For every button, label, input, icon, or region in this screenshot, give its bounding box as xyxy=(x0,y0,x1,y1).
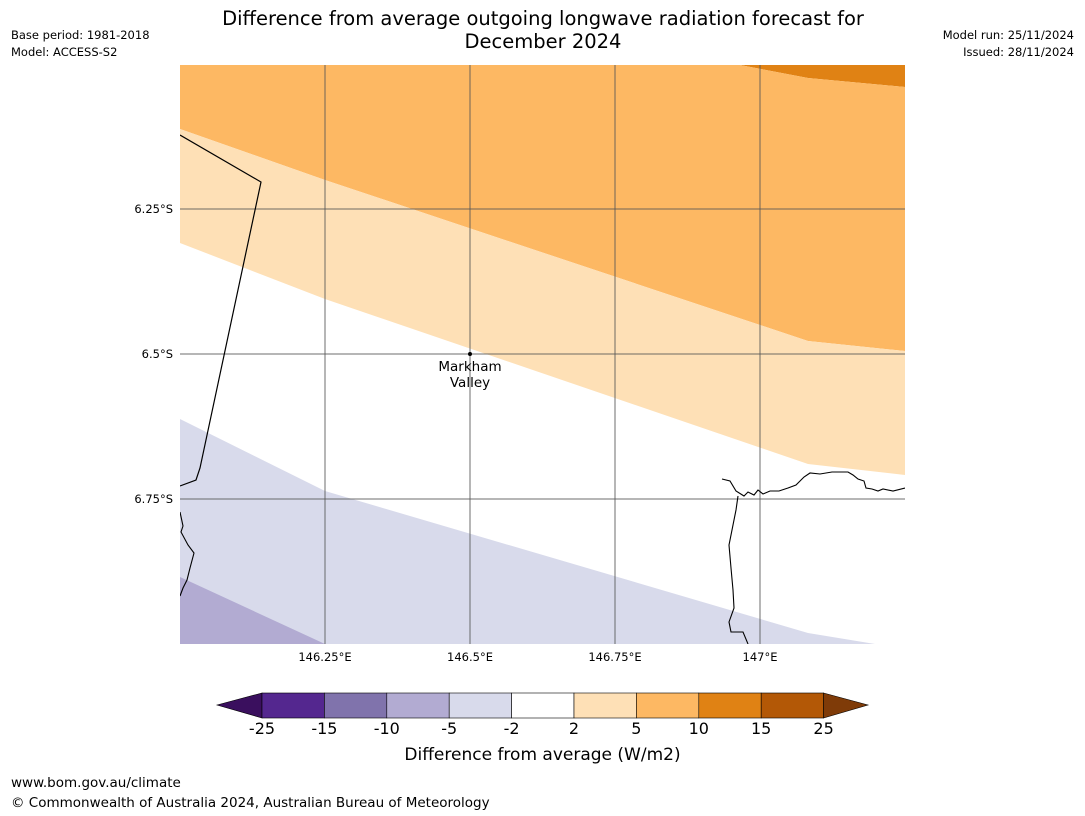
model-run-text: Model run: 25/11/2024 xyxy=(942,28,1074,42)
colorbar-segment-plus-15 xyxy=(760,692,824,719)
map-panel xyxy=(180,65,905,644)
colorbar-tick: -15 xyxy=(311,719,338,738)
colorbar-tick: 25 xyxy=(813,719,834,738)
lat-label-6-25: 6.25°S xyxy=(134,202,173,216)
colorbar-tick: -5 xyxy=(441,719,458,738)
colorbar-tick: 15 xyxy=(751,719,772,738)
colorbar-segment-minus-2 xyxy=(511,692,575,719)
model-text: Model: ACCESS-S2 xyxy=(11,44,118,59)
region-plus-2-5 xyxy=(180,129,905,475)
colorbar-segment-minus-10 xyxy=(386,692,450,719)
header-right: Model run: 25/11/2024 Issued: 28/11/2024 xyxy=(943,27,1074,60)
markham-valley-marker xyxy=(468,352,472,356)
colorbar-segment-plus-10 xyxy=(698,692,762,719)
title-line-1: Difference from average outgoing longwav… xyxy=(222,7,864,30)
colorbar-tick: 5 xyxy=(631,719,642,738)
colorbar-extend-high xyxy=(823,692,870,719)
colorbar xyxy=(215,692,870,719)
colorbar-tick: -25 xyxy=(248,719,276,738)
colorbar-segment-minus-5 xyxy=(448,692,512,719)
lat-label-6-75: 6.75°S xyxy=(134,492,173,506)
graticule xyxy=(180,65,905,644)
region-minus-5-2 xyxy=(180,419,875,644)
provincial-boundary xyxy=(180,134,262,487)
region-plus-10-15 xyxy=(740,65,905,87)
colorbar-tick: -10 xyxy=(373,719,400,738)
coastline-west xyxy=(180,511,195,597)
colorbar-title: Difference from average (W/m2) xyxy=(404,745,681,765)
lon-label-146-5: 146.5°E xyxy=(447,650,493,664)
colorbar-segment-minus-15 xyxy=(324,692,388,719)
colorbar-segment-minus-25 xyxy=(261,692,325,719)
coastline-huon-gulf xyxy=(721,471,905,497)
colorbar-tick: -2 xyxy=(503,719,520,738)
place-label-line-1: Markham xyxy=(438,359,502,375)
header-left: Base period: 1981-2018 Model: ACCESS-S2 xyxy=(11,27,150,60)
colorbar-segment-plus-2 xyxy=(573,692,637,719)
footer-url: www.bom.gov.au/climate xyxy=(11,775,181,791)
colorbar-extend-low xyxy=(215,692,263,719)
lon-label-146-25: 146.25°E xyxy=(298,650,352,664)
place-label-line-2: Valley xyxy=(449,374,491,391)
colorbar-tick: 2 xyxy=(568,719,580,738)
base-period-text: Base period: 1981-2018 xyxy=(11,28,150,42)
coastline-east xyxy=(728,495,749,644)
place-label-markham-valley: Markham Valley xyxy=(420,359,520,391)
region-plus-5-10 xyxy=(180,65,905,351)
colorbar-segment-plus-5 xyxy=(636,692,700,719)
colorbar-tick: 10 xyxy=(688,719,709,738)
lon-label-147: 147°E xyxy=(742,650,778,664)
map-title: Difference from average outgoing longwav… xyxy=(180,7,906,53)
lon-label-146-75: 146.75°E xyxy=(588,650,642,664)
issued-text: Issued: 28/11/2024 xyxy=(963,44,1074,59)
lat-label-6-5: 6.5°S xyxy=(141,347,173,361)
footer-copyright: © Commonwealth of Australia 2024, Austra… xyxy=(11,795,490,811)
title-line-2: December 2024 xyxy=(464,30,622,53)
region-minus-10-5 xyxy=(180,577,325,644)
